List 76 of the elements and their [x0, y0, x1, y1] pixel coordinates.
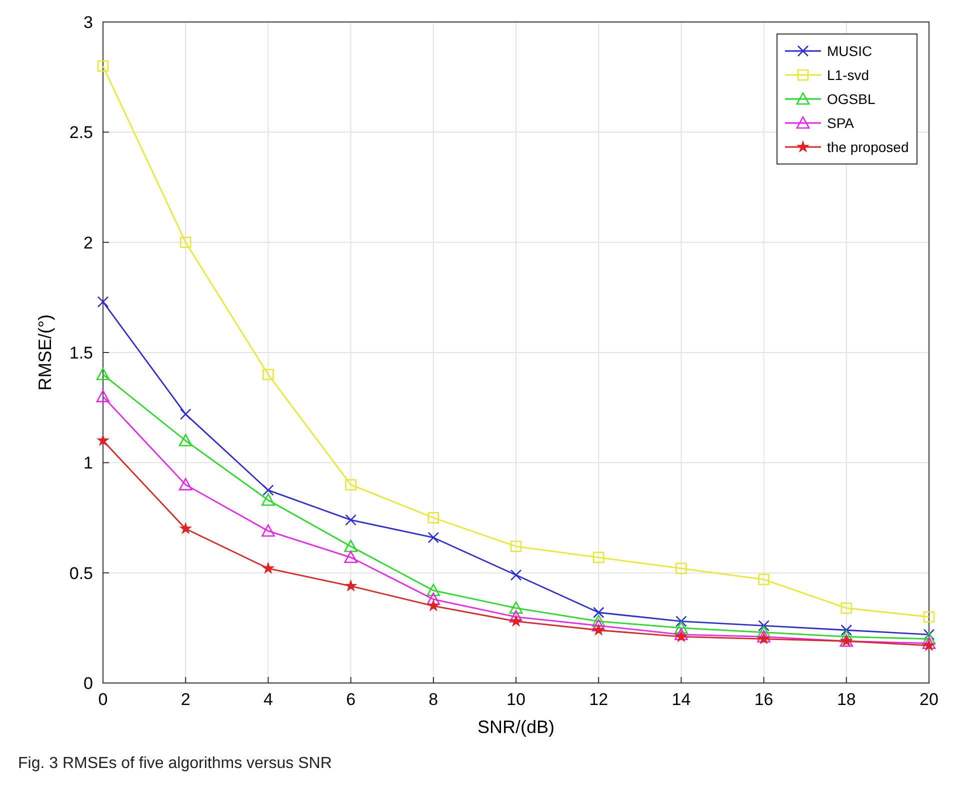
x-tick-label: 18 [836, 690, 856, 709]
y-tick-label: 1.5 [69, 344, 93, 362]
point [509, 601, 523, 614]
x-tick-label: 6 [346, 690, 356, 709]
point [676, 631, 687, 642]
x-tick-label: 4 [263, 690, 273, 709]
legend-label: SPA [827, 115, 855, 131]
point [96, 368, 110, 380]
point [345, 514, 356, 526]
point [758, 633, 770, 644]
point [510, 569, 522, 581]
y-axis-title: RMSE/(°) [35, 314, 55, 391]
point [178, 434, 192, 446]
x-tick-label: 16 [754, 690, 774, 709]
point [676, 562, 687, 574]
point [922, 636, 936, 649]
point [262, 484, 274, 496]
point [262, 562, 274, 574]
legend-label: L1-svd [827, 67, 870, 83]
x-tick-label: 8 [428, 690, 438, 709]
x-tick-label: 20 [920, 690, 938, 709]
x-tick-label: 2 [180, 690, 190, 709]
y-tick-label: 0 [84, 674, 93, 693]
point [426, 592, 440, 605]
point [510, 616, 522, 626]
point [593, 624, 604, 635]
point [840, 624, 852, 636]
x-tick-label: 14 [672, 690, 691, 709]
x-tick-label: 12 [589, 690, 608, 709]
point [97, 60, 109, 72]
point [592, 619, 606, 632]
point [426, 584, 440, 596]
point [428, 512, 440, 524]
point [428, 600, 439, 611]
point [592, 606, 604, 618]
legend-label: OGSBL [827, 91, 876, 107]
point [676, 616, 687, 627]
point [509, 610, 523, 623]
point [592, 614, 606, 627]
y-tick-label: 3 [84, 13, 93, 32]
point [840, 602, 852, 614]
point [923, 628, 935, 640]
point [97, 296, 109, 308]
y-tick-label: 1 [84, 454, 93, 473]
y-tick-label: 2 [84, 233, 93, 252]
point [922, 632, 936, 645]
legend-label: MUSIC [827, 43, 872, 59]
point [344, 540, 358, 552]
point [758, 574, 770, 586]
point [674, 621, 688, 634]
point [262, 493, 275, 506]
point [344, 550, 358, 564]
point [180, 236, 192, 248]
point [96, 390, 110, 402]
point [510, 540, 522, 552]
point [262, 524, 275, 537]
point [345, 479, 356, 490]
point [758, 620, 770, 632]
legend-label: the proposed [827, 139, 909, 155]
point [345, 580, 356, 591]
point [180, 523, 192, 534]
point [262, 368, 274, 380]
y-tick-label: 0.5 [69, 564, 93, 583]
point [98, 434, 108, 446]
point [592, 552, 604, 564]
point [923, 611, 935, 623]
x-tick-label: 0 [98, 690, 108, 709]
point [178, 478, 192, 490]
x-axis-title: SNR/(dB) [477, 717, 555, 737]
point [840, 630, 854, 642]
x-tick-label: 10 [506, 690, 526, 709]
point [428, 532, 440, 544]
point [180, 408, 192, 420]
point [757, 626, 770, 638]
y-tick-label: 2.5 [69, 123, 93, 142]
caption: Fig. 3 RMSEs of five algorithms versus SNR [18, 755, 332, 772]
